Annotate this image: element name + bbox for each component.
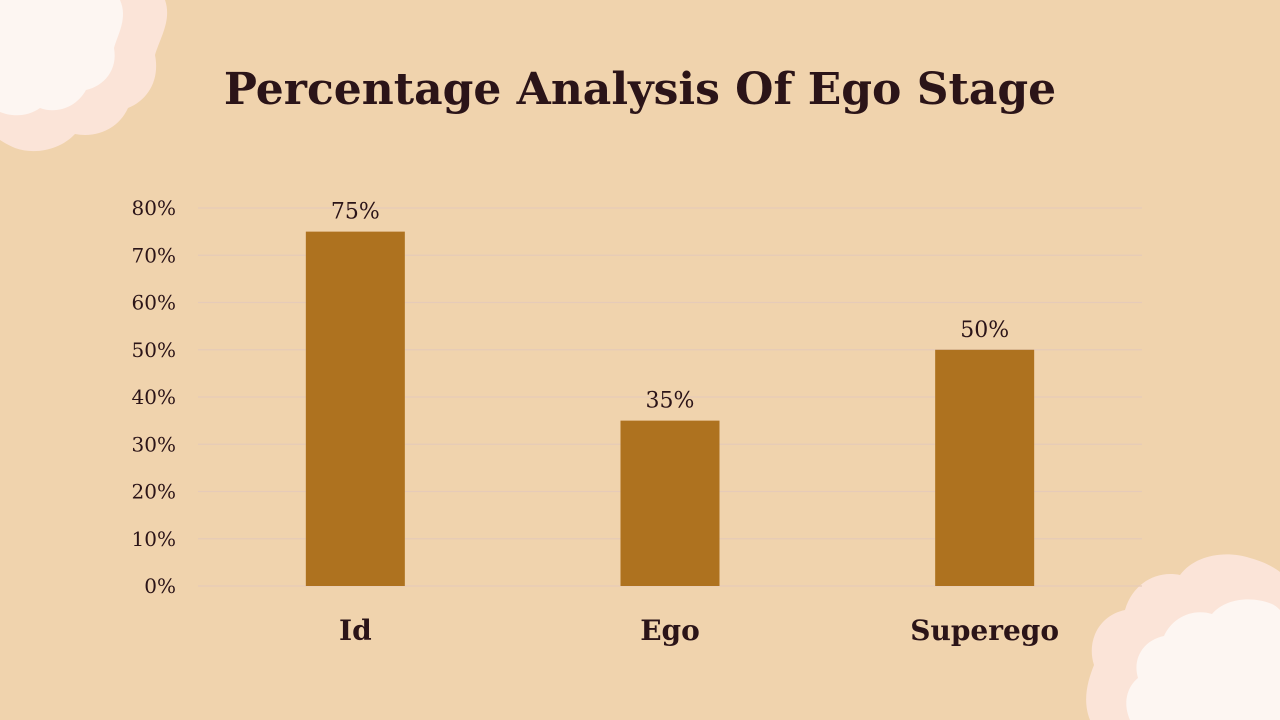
decorative-cloud-bottom-right: [1086, 554, 1280, 720]
y-tick-label: 40%: [132, 385, 176, 409]
y-tick-label: 0%: [144, 574, 176, 598]
y-tick-label: 70%: [132, 243, 176, 267]
y-tick-label: 50%: [132, 338, 176, 362]
decorative-cloud-top-left: [0, 0, 168, 152]
bar: [620, 420, 720, 586]
bar: [935, 349, 1035, 586]
y-tick-label: 60%: [132, 291, 176, 315]
chart-title: Percentage Analysis Of Ego Stage: [223, 64, 1057, 115]
data-label: 75%: [331, 200, 380, 225]
x-category-label: Ego: [640, 614, 700, 647]
data-label: 50%: [960, 318, 1009, 343]
x-category-label: Id: [339, 614, 372, 647]
data-label: 35%: [646, 389, 695, 414]
y-tick-label: 80%: [132, 196, 176, 220]
bar: [305, 231, 405, 586]
y-tick-label: 10%: [132, 527, 176, 551]
y-tick-label: 30%: [132, 432, 176, 456]
y-tick-label: 20%: [132, 480, 176, 504]
x-category-label: Superego: [910, 614, 1059, 647]
